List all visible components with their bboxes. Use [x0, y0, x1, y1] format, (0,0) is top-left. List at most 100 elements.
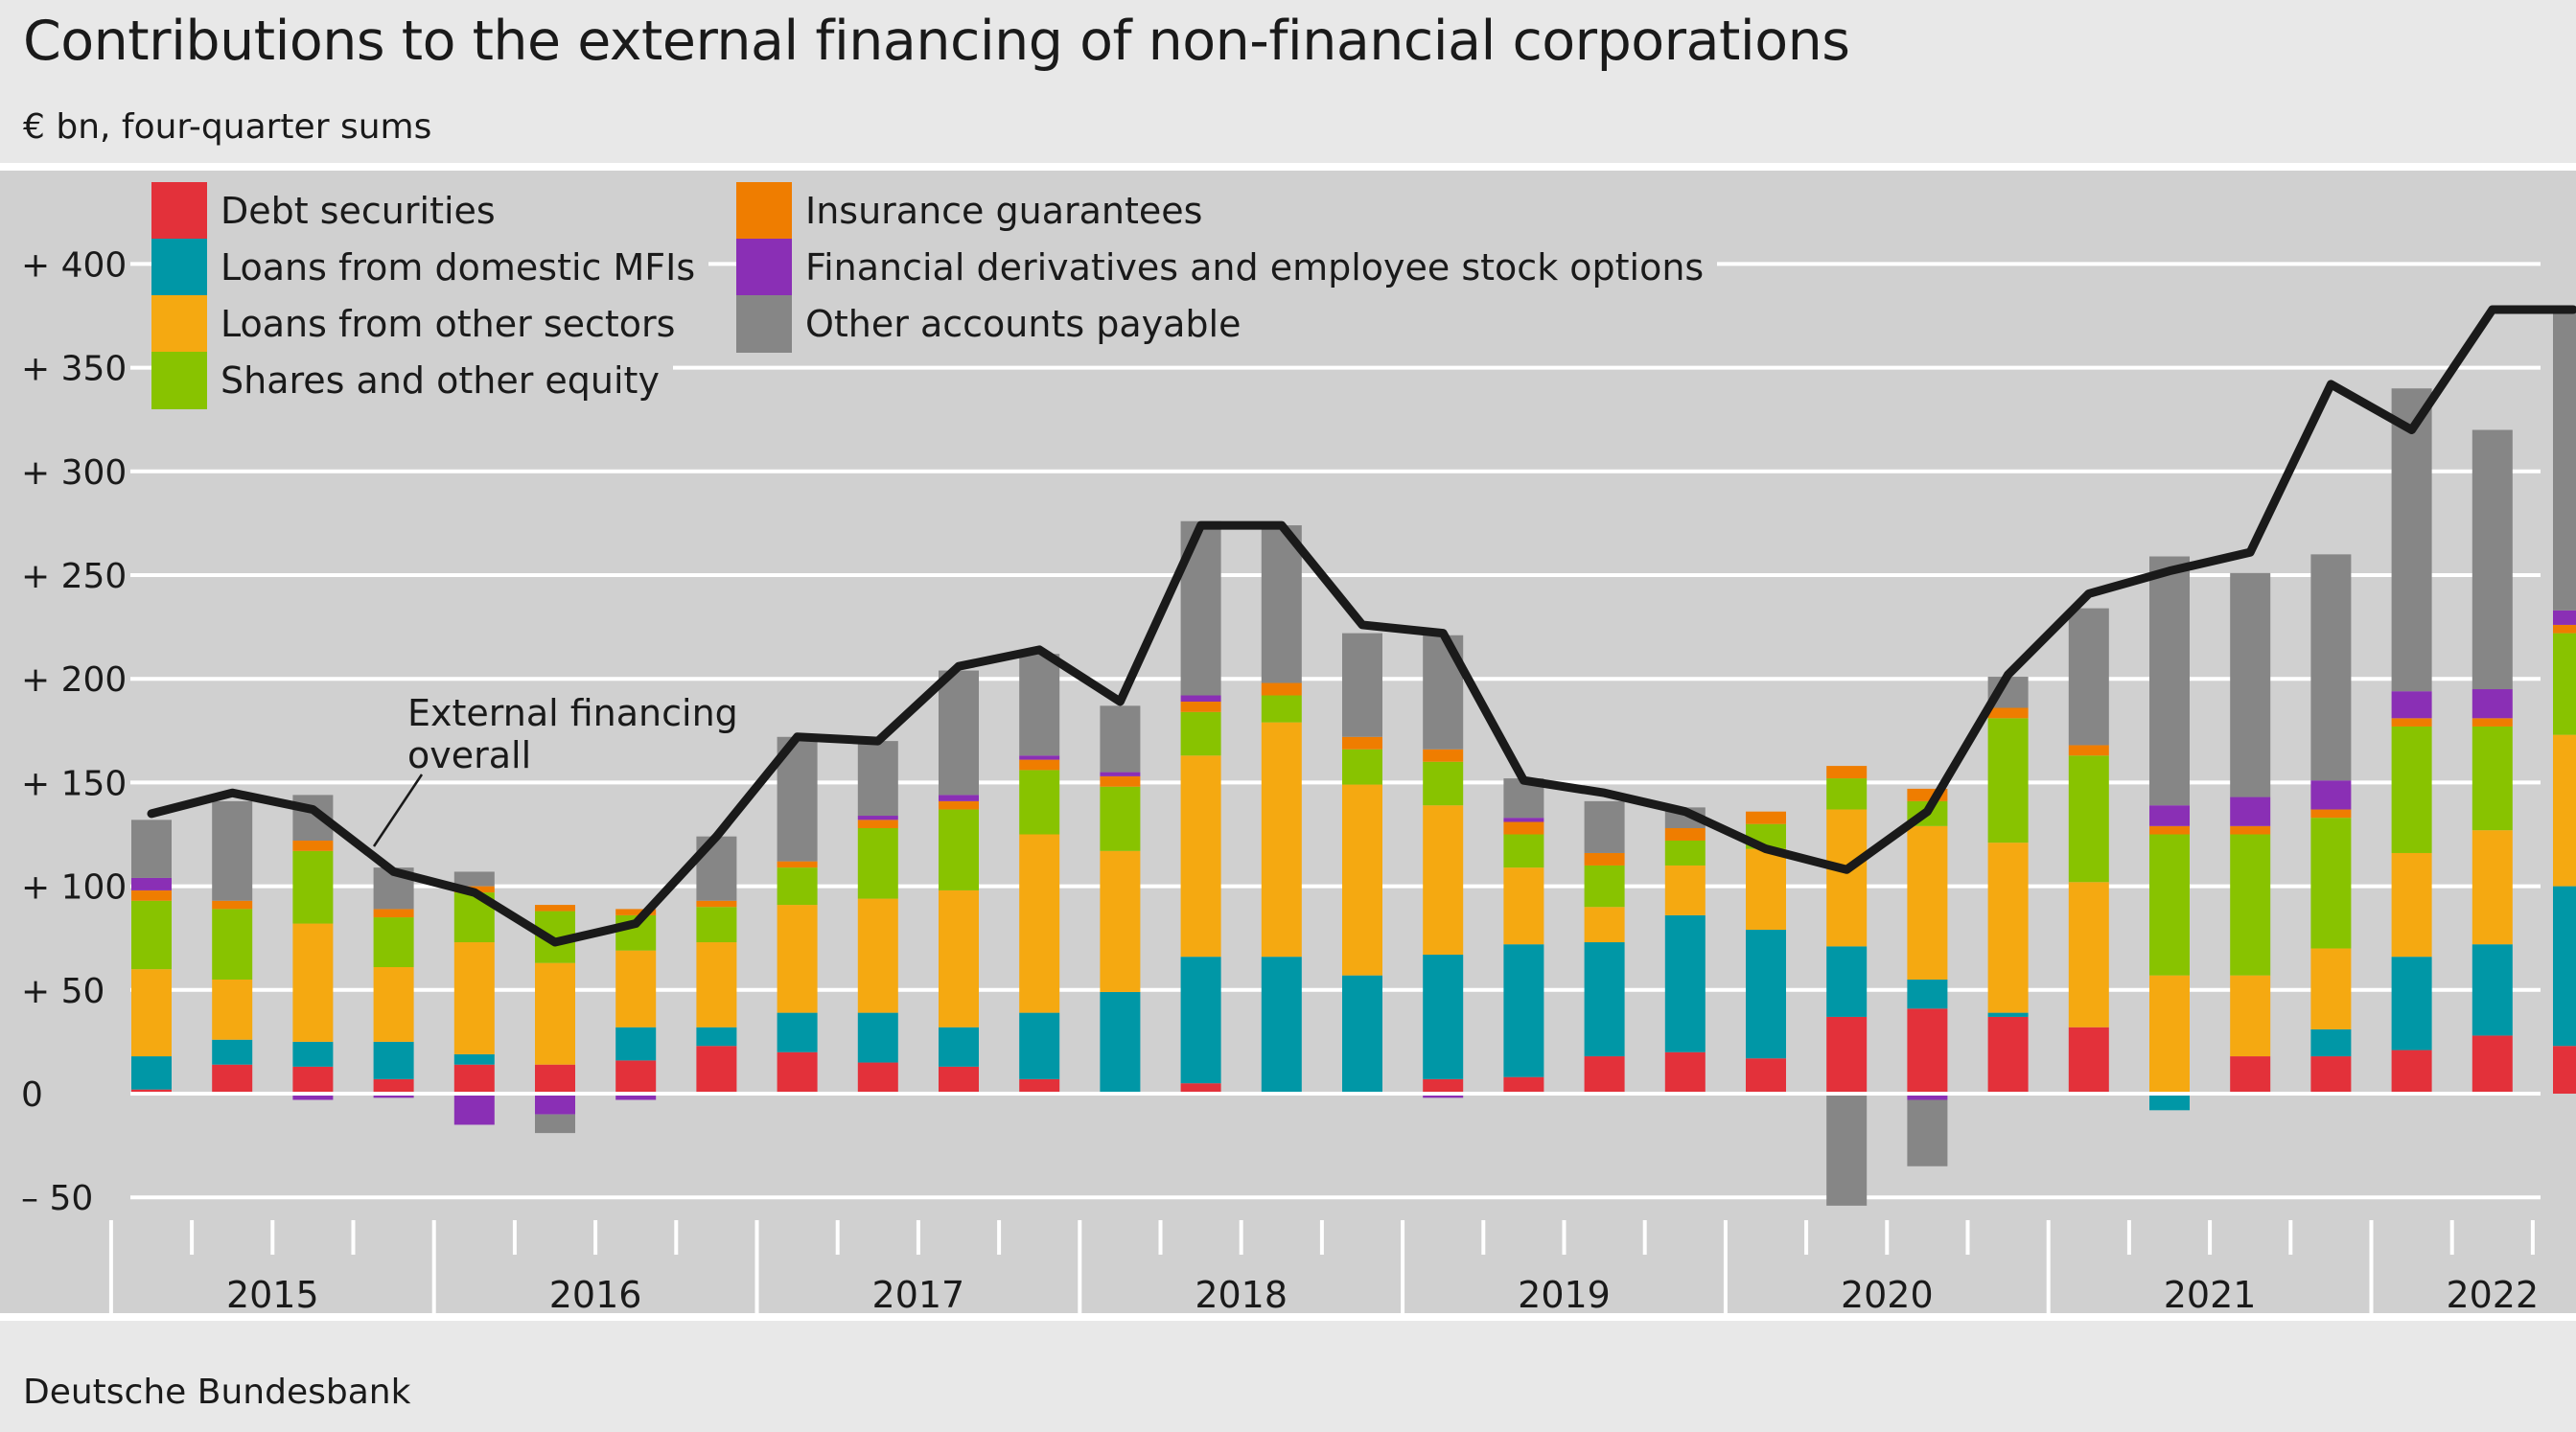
- bar-segment-financial-derivatives: [2149, 805, 2190, 826]
- bar-segment-debt-securities: [2391, 1050, 2432, 1094]
- y-tick-label: 0: [21, 1075, 43, 1115]
- bar-segment-insurance-guarantees: [1342, 736, 1382, 750]
- y-tick-label: + 100: [21, 868, 127, 908]
- bar-segment-debt-securities: [2230, 1056, 2271, 1094]
- bar-segment-shares-equity: [2149, 834, 2190, 976]
- bar-segment-other-accounts-payable: [857, 741, 898, 817]
- bar-segment-other-accounts-payable: [1100, 705, 1141, 773]
- bar-segment-loans-domestic-mfis: [1261, 957, 1302, 1094]
- bar-segment-financial-derivatives: [131, 877, 172, 890]
- bar-segment-loans-domestic-mfis: [1584, 942, 1625, 1057]
- bar-segment-loans-domestic-mfis: [1826, 946, 1868, 1017]
- bar-segment-loans-other-sectors: [1987, 843, 2029, 1013]
- bar-segment-loans-other-sectors: [1100, 850, 1141, 992]
- bar-segment-financial-derivatives: [857, 816, 898, 820]
- bar-segment-insurance-guarantees: [2391, 718, 2432, 727]
- bar-segment-shares-equity: [2230, 834, 2271, 976]
- bar-segment-insurance-guarantees: [615, 909, 657, 915]
- bar-segment-loans-domestic-mfis: [696, 1027, 737, 1047]
- bar-segment-loans-domestic-mfis: [1664, 914, 1706, 1052]
- overall-financing-line: [147, 305, 2576, 947]
- bar-segment-loans-other-sectors: [2310, 948, 2352, 1029]
- bar-segment-loans-other-sectors: [1261, 722, 1302, 958]
- bar-segment-debt-securities: [1664, 1051, 1706, 1094]
- bar-segment-financial-derivatives: [2472, 689, 2513, 719]
- bar-segment-loans-domestic-mfis: [1746, 930, 1786, 1059]
- bar-segment-debt-securities: [131, 1089, 172, 1094]
- bar-segment-debt-securities: [1503, 1076, 1544, 1094]
- legend-item-shares-equity: Shares and other equity: [151, 352, 673, 409]
- annotation-line-1: External financing: [407, 692, 738, 734]
- bar-segment-insurance-guarantees: [1826, 766, 1868, 779]
- bar-segment-loans-domestic-mfis: [1987, 1012, 2029, 1017]
- bar-segment-other-accounts-payable: [1907, 1099, 1948, 1166]
- legend-swatch-financial-derivatives: [736, 239, 792, 296]
- source-note: Deutsche Bundesbank: [23, 1373, 411, 1412]
- bar-segment-other-accounts-payable: [453, 871, 495, 887]
- legend-item-insurance-guarantees: Insurance guarantees: [736, 182, 1217, 240]
- bar-segment-insurance-guarantees: [535, 905, 575, 912]
- bar-segment-other-accounts-payable: [535, 1114, 575, 1134]
- bar-segment-loans-domestic-mfis: [1423, 955, 1464, 1079]
- y-tick-label: + 400: [21, 245, 127, 285]
- bar-segment-debt-securities: [2553, 1046, 2576, 1094]
- bar-segment-debt-securities: [2472, 1035, 2513, 1094]
- bar-segment-loans-other-sectors: [2553, 734, 2576, 887]
- legend-item-financial-derivatives: Financial derivatives and employee stock…: [736, 239, 1718, 296]
- bar-segment-loans-domestic-mfis: [292, 1041, 334, 1067]
- bar-segment-loans-domestic-mfis: [1907, 979, 1948, 1009]
- legend-item-debt-securities: Debt securities: [151, 182, 509, 240]
- bar-segment-loans-domestic-mfis: [2149, 1094, 2190, 1111]
- bar-segment-shares-equity: [1019, 770, 1060, 835]
- bar-segment-shares-equity: [131, 900, 172, 970]
- bar-segment-loans-other-sectors: [939, 889, 979, 1028]
- bar-segment-loans-other-sectors: [1423, 805, 1464, 956]
- bar-segment-financial-derivatives: [1019, 755, 1060, 760]
- bar-segment-loans-other-sectors: [857, 898, 898, 1013]
- bar-segment-shares-equity: [1987, 718, 2029, 843]
- bar-segment-shares-equity: [1664, 840, 1706, 866]
- bar-segment-loans-domestic-mfis: [1342, 975, 1382, 1094]
- bar-segment-shares-equity: [2472, 726, 2513, 831]
- legend-swatch-debt-securities: [151, 182, 207, 240]
- y-tick-label: + 300: [21, 453, 127, 493]
- bar-segment-loans-other-sectors: [373, 966, 414, 1042]
- bar-segment-shares-equity: [1423, 761, 1464, 806]
- legend-label-other-accounts-payable: Other accounts payable: [805, 303, 1242, 345]
- bar-segment-financial-derivatives: [453, 1094, 495, 1125]
- bar-segment-financial-derivatives: [2553, 610, 2576, 625]
- legend-label-shares-equity: Shares and other equity: [220, 359, 660, 402]
- bar-segment-loans-domestic-mfis: [2472, 944, 2513, 1036]
- bar-segment-other-accounts-payable: [2472, 429, 2513, 690]
- bar-segment-insurance-guarantees: [696, 900, 737, 908]
- bar-segment-financial-derivatives: [2230, 797, 2271, 826]
- bar-segment-debt-securities: [1423, 1078, 1464, 1094]
- bar-segment-insurance-guarantees: [1180, 702, 1221, 712]
- bar-segment-debt-securities: [373, 1078, 414, 1094]
- bar-segment-insurance-guarantees: [2472, 718, 2513, 727]
- bar-segment-loans-other-sectors: [1746, 848, 1786, 931]
- bar-segment-loans-other-sectors: [2472, 830, 2513, 945]
- bar-segment-shares-equity: [2310, 818, 2352, 949]
- bar-segment-debt-securities: [1019, 1078, 1060, 1094]
- bar-segment-insurance-guarantees: [2068, 745, 2109, 756]
- legend-item-other-accounts-payable: Other accounts payable: [736, 295, 1255, 353]
- bar-segment-financial-derivatives: [535, 1094, 575, 1115]
- bar-segment-loans-domestic-mfis: [1180, 957, 1221, 1084]
- bar-segment-shares-equity: [777, 867, 818, 906]
- bar-segment-insurance-guarantees: [1584, 852, 1625, 866]
- x-year-label: 2018: [1195, 1274, 1288, 1313]
- bar-segment-debt-securities: [2310, 1056, 2352, 1094]
- y-tick-label: + 50: [21, 972, 104, 1011]
- bar-segment-shares-equity: [1342, 749, 1382, 785]
- bar-segment-financial-derivatives: [2310, 780, 2352, 810]
- bar-segment-other-accounts-payable: [939, 670, 979, 796]
- bar-segment-loans-domestic-mfis: [939, 1027, 979, 1067]
- bar-segment-loans-other-sectors: [2230, 975, 2271, 1057]
- bar-segment-debt-securities: [212, 1064, 253, 1094]
- bar-segment-debt-securities: [615, 1060, 657, 1094]
- legend-label-loans-other-sectors: Loans from other sectors: [220, 303, 676, 345]
- bar-segment-loans-domestic-mfis: [373, 1041, 414, 1079]
- bar-segment-insurance-guarantees: [1100, 775, 1141, 787]
- bar-segment-shares-equity: [1584, 865, 1625, 908]
